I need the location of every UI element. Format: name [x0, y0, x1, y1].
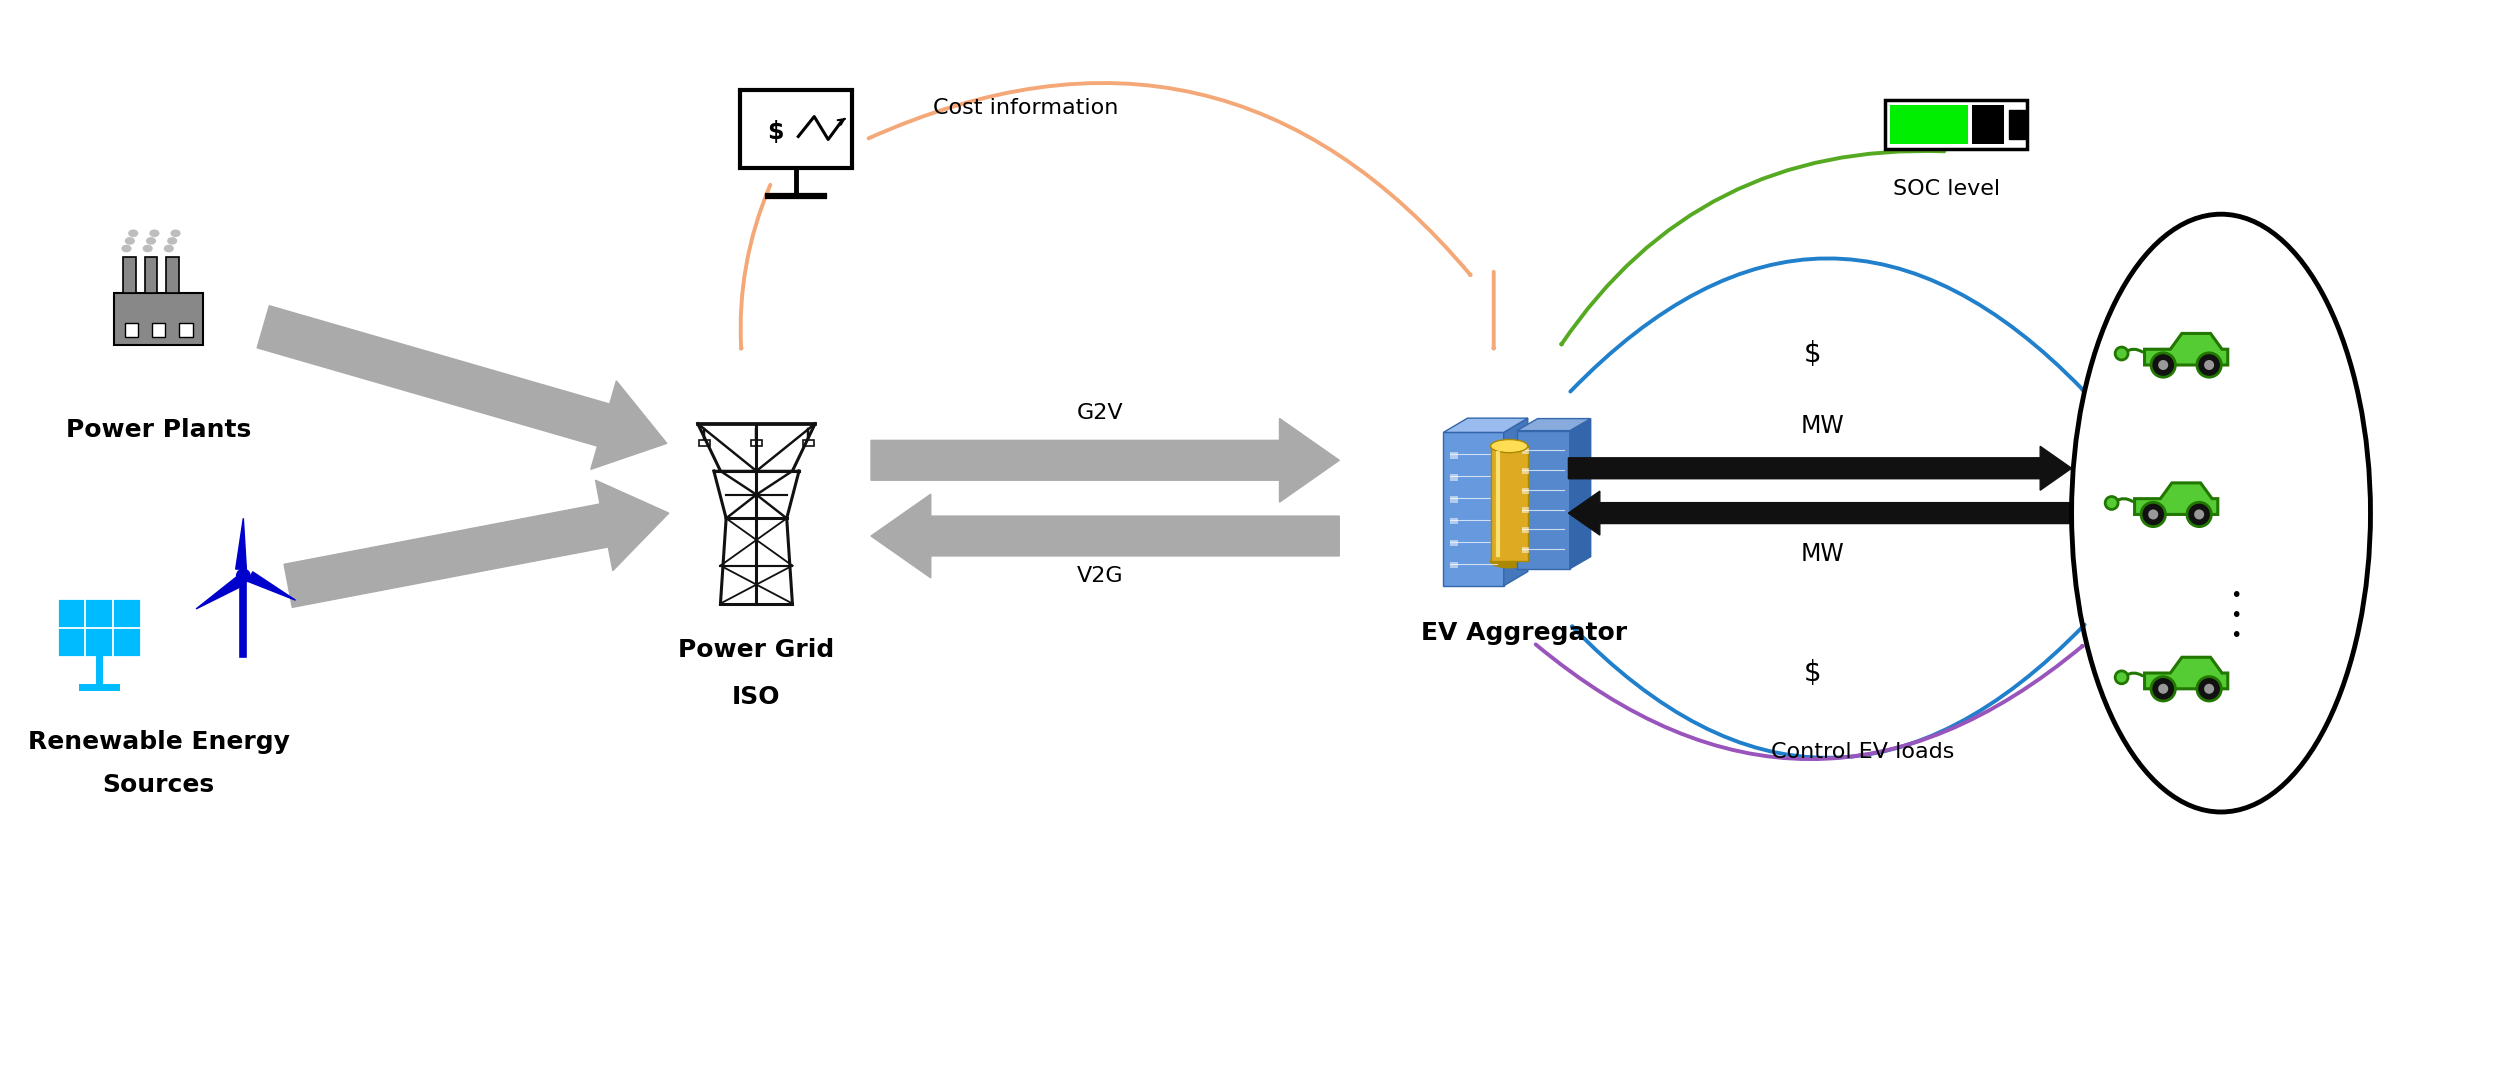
Polygon shape: [2135, 483, 2218, 514]
Circle shape: [2105, 497, 2118, 510]
FancyArrowPatch shape: [867, 83, 1470, 275]
Bar: [1522, 547, 1530, 553]
Bar: [122, 257, 135, 292]
Bar: [1522, 468, 1530, 474]
Circle shape: [2205, 360, 2215, 370]
Bar: [165, 257, 177, 292]
Bar: [1522, 487, 1530, 494]
Text: ISO: ISO: [732, 686, 780, 709]
Text: Renewable Energy: Renewable Energy: [28, 730, 290, 755]
Bar: [740, 91, 853, 168]
Ellipse shape: [162, 245, 175, 252]
Text: Cost information: Cost information: [932, 98, 1118, 118]
Text: Control EV loads: Control EV loads: [1770, 743, 1955, 762]
Polygon shape: [285, 480, 670, 607]
Polygon shape: [1518, 430, 1570, 569]
Text: •: •: [2230, 586, 2242, 605]
Polygon shape: [195, 577, 242, 609]
Bar: [1522, 508, 1530, 513]
Ellipse shape: [127, 230, 138, 237]
Circle shape: [2198, 353, 2222, 377]
Polygon shape: [1570, 418, 1590, 569]
Text: •: •: [2230, 626, 2242, 645]
Bar: [1490, 446, 1528, 562]
Bar: [1522, 527, 1530, 534]
Circle shape: [2205, 683, 2215, 694]
Ellipse shape: [125, 237, 135, 245]
Text: MW: MW: [1800, 414, 1845, 439]
Polygon shape: [1518, 418, 1590, 430]
Bar: [1885, 100, 2028, 149]
Bar: [1890, 105, 1968, 144]
Circle shape: [2148, 510, 2158, 520]
Bar: [1450, 562, 1458, 568]
Ellipse shape: [170, 230, 180, 237]
Bar: [1450, 517, 1458, 525]
Text: •: •: [2230, 606, 2242, 625]
Polygon shape: [2145, 333, 2228, 365]
Text: Power Plants: Power Plants: [65, 418, 253, 442]
Polygon shape: [1442, 418, 1528, 432]
Circle shape: [2195, 510, 2205, 520]
FancyArrowPatch shape: [1572, 624, 2085, 758]
FancyArrowPatch shape: [1560, 151, 1945, 344]
Bar: [698, 440, 710, 446]
Bar: [1972, 105, 2005, 144]
Ellipse shape: [1490, 440, 1528, 453]
Bar: [1450, 540, 1458, 547]
Ellipse shape: [150, 230, 160, 237]
Circle shape: [238, 569, 250, 582]
Polygon shape: [258, 306, 668, 469]
Ellipse shape: [168, 237, 177, 245]
Polygon shape: [1568, 446, 2072, 490]
Bar: [1522, 448, 1530, 454]
Circle shape: [2188, 502, 2212, 527]
Text: Power Grid: Power Grid: [678, 637, 835, 662]
Polygon shape: [870, 418, 1340, 502]
Bar: [802, 440, 815, 446]
Polygon shape: [2145, 658, 2228, 689]
Text: $: $: [768, 121, 782, 144]
Ellipse shape: [1490, 554, 1528, 568]
Bar: [1450, 452, 1458, 459]
Circle shape: [2140, 502, 2165, 527]
Bar: [1450, 496, 1458, 502]
Bar: [180, 323, 192, 336]
Circle shape: [2150, 353, 2175, 377]
Polygon shape: [248, 571, 295, 600]
Polygon shape: [870, 494, 1340, 578]
Circle shape: [2150, 677, 2175, 701]
Polygon shape: [235, 519, 248, 569]
Text: SOC level: SOC level: [1892, 179, 2000, 199]
FancyArrowPatch shape: [740, 184, 770, 348]
Text: EV Aggregator: EV Aggregator: [1420, 621, 1628, 645]
Circle shape: [2115, 347, 2128, 360]
FancyArrowPatch shape: [1535, 645, 2082, 759]
Bar: [125, 323, 138, 336]
Ellipse shape: [145, 237, 155, 245]
Circle shape: [2158, 360, 2168, 370]
Polygon shape: [1568, 492, 2072, 535]
Bar: [750, 440, 762, 446]
Bar: [115, 292, 202, 345]
Polygon shape: [1502, 418, 1528, 585]
FancyArrowPatch shape: [1570, 259, 2082, 391]
Text: Sources: Sources: [102, 773, 215, 797]
Text: $: $: [1805, 340, 1822, 368]
Text: V2G: V2G: [1078, 566, 1122, 585]
Circle shape: [2115, 671, 2128, 683]
Bar: [1450, 474, 1458, 481]
Circle shape: [2198, 677, 2222, 701]
Bar: [58, 598, 140, 658]
Text: MW: MW: [1800, 542, 1845, 566]
Bar: [152, 323, 165, 336]
Ellipse shape: [122, 245, 132, 252]
Text: $: $: [1805, 659, 1822, 687]
Polygon shape: [1442, 432, 1502, 585]
Bar: [2010, 110, 2025, 139]
Bar: [145, 257, 158, 292]
Ellipse shape: [142, 245, 152, 252]
Circle shape: [2158, 683, 2168, 694]
Text: G2V: G2V: [1078, 403, 1122, 424]
